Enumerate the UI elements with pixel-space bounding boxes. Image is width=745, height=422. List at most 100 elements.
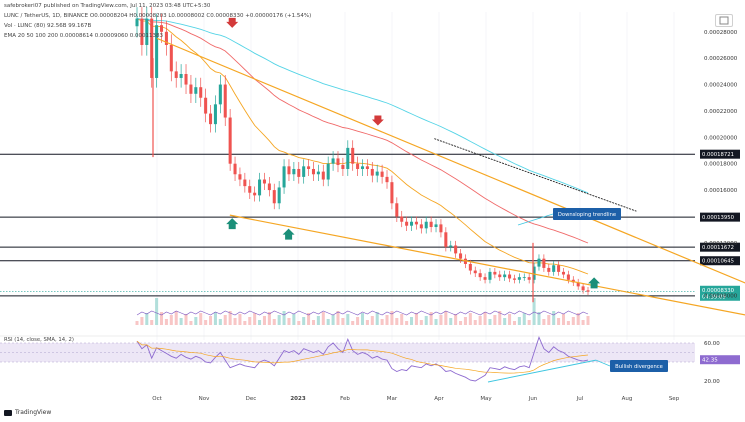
ema-legend: EMA 20 50 100 200 0.00008614 0.00009060 … <box>4 33 163 39</box>
volume-bar <box>159 312 164 325</box>
volume-bar <box>468 313 472 325</box>
candle-body <box>581 286 585 291</box>
month-tick-label: Nov <box>199 396 210 402</box>
candle-body <box>150 18 154 78</box>
volume-bar <box>439 315 443 325</box>
volume-bar <box>517 317 521 325</box>
candle-body <box>473 270 477 274</box>
candle-body <box>400 216 404 222</box>
candle-body <box>272 190 276 204</box>
price-axis: 0.00028000 0.00026000 0.00024000 0.00022000… <box>704 30 738 300</box>
volume-bar <box>179 318 183 325</box>
candle-body <box>483 277 487 280</box>
volume-bar <box>233 318 237 325</box>
brand-label: TradingView <box>15 409 52 416</box>
month-tick-label: Apr <box>434 396 444 402</box>
level-label: 0.00011672 <box>702 245 734 251</box>
candle-body <box>169 44 173 72</box>
volume-bar <box>449 318 453 325</box>
volume-bar <box>174 311 178 325</box>
candle-body <box>155 25 159 78</box>
volume-bar <box>498 311 502 325</box>
candle-body <box>508 274 512 279</box>
candle-body <box>566 274 570 280</box>
volume-bar <box>532 298 536 325</box>
volume-bar <box>375 312 379 325</box>
volume-bar <box>135 321 139 325</box>
candle-body <box>429 221 433 228</box>
candle-body <box>419 224 423 229</box>
candle-body <box>243 179 247 187</box>
level-label: 0.00018721 <box>702 152 734 158</box>
volume-bar <box>493 315 497 325</box>
candle-body <box>228 117 232 164</box>
candle-body <box>164 31 168 45</box>
volume-bar <box>228 311 232 325</box>
volume-bar <box>537 312 541 325</box>
volume-bar <box>552 311 556 325</box>
candle-body <box>351 147 355 164</box>
price-tick-label: 0.00028000 <box>704 30 738 36</box>
candle-body <box>478 273 482 278</box>
volume-bar <box>311 320 315 325</box>
level-label: 0.00013950 <box>702 215 735 221</box>
trendlines <box>156 37 745 316</box>
divergence-label: Bullish divergence <box>615 364 663 370</box>
candle-body <box>356 163 360 169</box>
candle-body <box>405 221 409 226</box>
level-label-box <box>700 242 740 252</box>
volume-bar <box>571 317 575 325</box>
candle-body <box>277 187 281 204</box>
candle-body <box>184 74 188 85</box>
candle-body <box>410 221 414 226</box>
candle-body <box>380 171 384 177</box>
candle-body <box>498 274 502 278</box>
volume-bar <box>419 320 423 325</box>
candle-body <box>414 221 418 225</box>
candle-body <box>586 290 590 292</box>
candle-body <box>135 18 139 27</box>
tradingview-logo-icon <box>4 409 12 416</box>
volume-bar <box>503 318 507 325</box>
volume-bar <box>473 320 477 325</box>
volume-bar <box>243 321 247 325</box>
candle-body <box>370 168 374 176</box>
price-tick-label: 0.00020000 <box>704 135 738 141</box>
volume-bar <box>287 318 291 325</box>
volume-bar <box>356 317 360 325</box>
volume-bar <box>253 313 257 325</box>
volume-bar <box>351 321 355 325</box>
candle-body <box>145 18 149 45</box>
candle-body <box>527 277 531 280</box>
volume-bar <box>262 316 266 325</box>
volume-bar <box>542 319 546 325</box>
volume-bar <box>346 314 350 325</box>
screenshot-icon[interactable] <box>715 14 733 27</box>
volume-bar <box>576 313 580 325</box>
volume-bar <box>140 317 144 325</box>
month-tick-label: Jun <box>528 396 538 402</box>
volume-bar <box>292 314 296 325</box>
signal-markers <box>226 17 601 289</box>
volume-bar <box>405 321 409 325</box>
candle-body <box>434 224 438 228</box>
candle-body <box>140 18 144 45</box>
publisher-line: safebrokeri07 published on TradingView.c… <box>4 3 211 9</box>
volume-bar <box>145 313 149 325</box>
candle-body <box>459 253 463 259</box>
volume-bar <box>508 314 512 325</box>
bar-countdown-label: 04:39:09 <box>702 294 726 300</box>
volume-bar <box>297 321 301 325</box>
rsi-line <box>136 336 589 382</box>
volume-bar <box>390 311 394 325</box>
month-tick-label: Dec <box>246 396 257 402</box>
chart-annotations: Downsloping trendline Bullish divergence <box>487 208 668 383</box>
candle-body <box>292 168 296 175</box>
candle-body <box>316 171 320 175</box>
volume-bar <box>527 320 531 325</box>
candle-body <box>307 166 311 169</box>
price-tick-label: 0.00012000 <box>704 241 738 247</box>
candle-body <box>488 271 492 280</box>
volume-bar <box>459 321 463 325</box>
